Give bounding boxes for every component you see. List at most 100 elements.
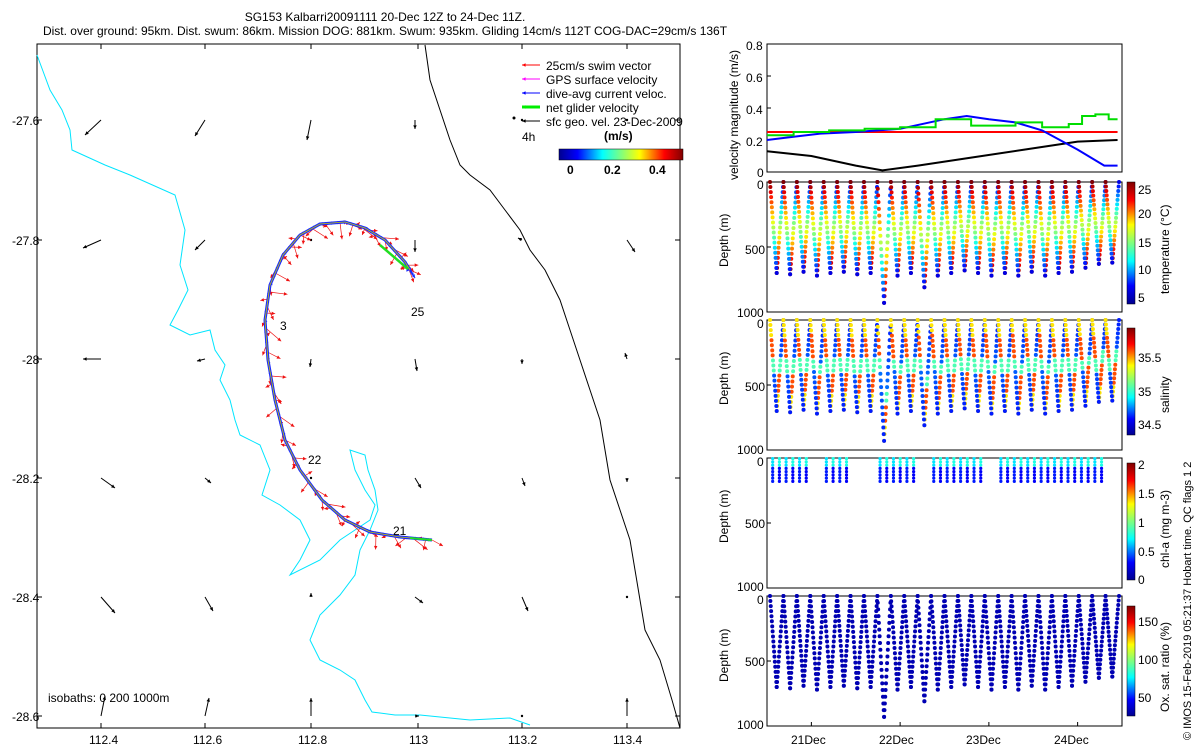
swim-vector-head (262, 351, 266, 356)
vel-ylabel: velocity magnitude (m/s) (727, 49, 741, 180)
swim-vector-head (270, 315, 274, 320)
geo-velocity-arrow-head (518, 238, 522, 242)
swim-vector-head (323, 223, 328, 228)
swim-vector-head (301, 240, 306, 245)
swim-vector-head (285, 277, 290, 282)
swim-vector-head (282, 375, 287, 379)
day-label: 21 (393, 524, 407, 538)
sec1-cbar-label: temperature (°C) (1158, 204, 1172, 295)
swim-vector-head (416, 271, 421, 275)
vel-ytick: 0.4 (746, 103, 763, 117)
geo-velocity-arrow-head (624, 353, 628, 357)
sec3-ytick: 1000 (737, 580, 764, 594)
geo-velocity-arrow-head (197, 358, 201, 362)
sec3-ytick: 0 (757, 455, 764, 469)
geo-velocity-arrow-head (415, 714, 419, 718)
swim-vector-head (341, 504, 346, 509)
swim-vector-head (295, 254, 299, 259)
geo-velocity-arrow-head (414, 367, 419, 371)
geo-velocity-arrow-head (195, 246, 199, 250)
swim-vector-head (323, 235, 328, 239)
geo-velocity-arrow-head (85, 131, 89, 135)
isobaths-note: isobaths: 0 200 1000m (48, 691, 170, 705)
swim-vector-head (291, 442, 296, 446)
legend-arrow-head (522, 77, 526, 81)
dive-avg-arrow-head (411, 274, 416, 279)
map-ytick: -28.4 (12, 591, 40, 605)
map-ytick: -28.6 (12, 710, 40, 724)
sec3-cbar-tick: 2 (1138, 458, 1145, 472)
swim-vector-head (323, 493, 328, 497)
geo-velocity-arrow-head (419, 599, 423, 603)
geo-velocity-arrow-head (522, 482, 526, 486)
geo-velocity-arrow-head (413, 125, 417, 129)
geo-velocity-arrow-head (520, 360, 524, 364)
isobath-1000m (424, 44, 681, 729)
geo-velocity-arrow-head (417, 484, 421, 488)
date-tick: 21Dec (791, 733, 826, 747)
sec2-ylabel: Depth (m) (717, 351, 731, 405)
colorbar-tick: 0.2 (604, 163, 621, 177)
swim-vector-head (410, 278, 415, 283)
swim-vector-head (301, 488, 305, 493)
sec4-ytick: 1000 (737, 718, 764, 732)
sec4-cbar-label: Ox. sat. ratio (%) (1158, 621, 1172, 712)
colorbar-tick: 0.4 (649, 163, 666, 177)
date-tick: 22Dec (879, 733, 914, 747)
sec1-ytick: 1000 (737, 306, 764, 320)
swim-vector-head (373, 228, 378, 233)
swim-vector-head (423, 546, 428, 550)
vel-ytick: 0.2 (746, 135, 763, 149)
day-label: 22 (308, 453, 322, 467)
geo-velocity-arrow-head (206, 698, 210, 702)
swim-vector-head (339, 235, 344, 240)
sec1-cbar-tick: 10 (1138, 263, 1152, 277)
sec3-ytick: 500 (745, 517, 766, 531)
swim-vector-head (276, 355, 281, 359)
day-label: 25 (411, 305, 425, 319)
swim-vector-head (260, 298, 265, 302)
legend-net-velocity: net glider velocity (546, 101, 639, 115)
geo-velocity-arrow-head (209, 607, 213, 611)
swim-vector-head (283, 292, 288, 296)
swim-vector-head (390, 260, 394, 265)
geo-velocity-arrow-head (207, 479, 211, 483)
swim-vector-head (395, 542, 400, 547)
geo-velocity-arrow-head (83, 357, 87, 361)
swim-vector-head (298, 245, 302, 249)
geo-velocity-arrow-head (111, 609, 115, 613)
legend-timescale: 4h (522, 130, 536, 144)
swim-vector-head (381, 534, 386, 538)
swim-vector-head (360, 532, 365, 537)
velocity-colorbar (558, 148, 684, 161)
net-glider-arrow-head (428, 537, 432, 542)
swim-vector-head (287, 261, 292, 265)
geo-velocity-arrow-head (413, 248, 417, 252)
vel-ytick: 0.6 (746, 71, 763, 85)
swim-vector-head (290, 423, 295, 427)
swim-vector-head (368, 234, 373, 239)
sec4-cbar-tick: 150 (1138, 615, 1159, 629)
sec1-ytick: 500 (745, 243, 766, 257)
legend-swim-vector: 25cm/s swim vector (546, 59, 652, 73)
geo-velocity-arrow-head (625, 698, 629, 702)
coastline-isobath-0 (36, 54, 531, 726)
sec4-cbar-tick: 100 (1138, 653, 1159, 667)
figure-title-line2: Dist. over ground: 95km. Dist. swum: 86k… (42, 24, 728, 38)
map-xtick: 112.4 (89, 733, 119, 747)
swim-vector-head (400, 266, 404, 271)
swim-vector-head (439, 542, 443, 546)
figure-title-line1: SG153 Kalbarri20091111 20-Dec 12Z to 24-… (244, 10, 526, 24)
swim-vector-head (320, 506, 325, 511)
sec2-cbar-tick: 34.5 (1138, 418, 1162, 432)
legend-arrow-head (522, 63, 526, 67)
day-label: 3 (280, 319, 287, 333)
date-tick: 23Dec (966, 733, 1001, 747)
swim-vector-head (277, 399, 282, 404)
geo-velocity-arrow-head (83, 244, 87, 249)
swim-vector-head (397, 544, 401, 549)
map-xtick: 113.2 (508, 733, 538, 747)
sec3-cbar-tick: 1 (1138, 516, 1145, 530)
swim-vector-head (355, 534, 359, 539)
geo-velocity-dot (625, 118, 629, 122)
